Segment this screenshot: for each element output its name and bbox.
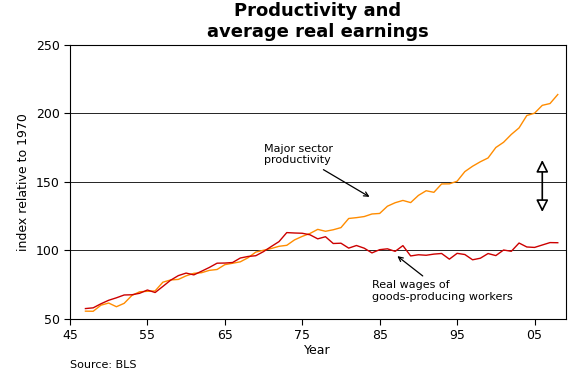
Text: Source: BLS: Source: BLS: [70, 360, 136, 370]
Text: Major sector
productivity: Major sector productivity: [264, 144, 368, 196]
Text: Real wages of
goods-producing workers: Real wages of goods-producing workers: [372, 257, 512, 302]
Y-axis label: index relative to 1970: index relative to 1970: [17, 113, 30, 251]
Title: Productivity and
average real earnings: Productivity and average real earnings: [207, 2, 429, 40]
X-axis label: Year: Year: [304, 344, 331, 357]
